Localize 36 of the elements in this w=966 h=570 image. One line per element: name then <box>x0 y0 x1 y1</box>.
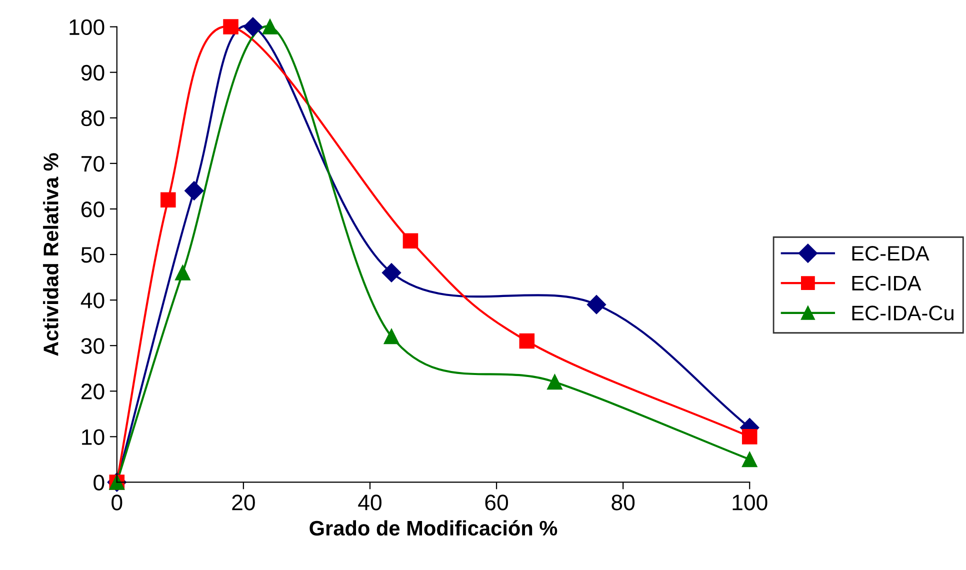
y-tick-label: 40 <box>80 292 104 308</box>
x-tick-label: 0 <box>112 494 122 510</box>
legend-label: EC-IDA <box>852 276 922 291</box>
x-tick-label: 100 <box>732 494 768 510</box>
point <box>382 263 402 282</box>
x-axis-title: Grado de Modificación % <box>310 520 558 536</box>
point <box>586 295 606 314</box>
y-tick-label: 80 <box>81 110 104 126</box>
x-tick-label: 20 <box>232 494 255 510</box>
y-tick-label: 50 <box>81 247 104 263</box>
x-tick-label: 60 <box>485 494 508 510</box>
y-tick-label: 70 <box>82 156 104 172</box>
point <box>160 192 176 208</box>
legend-label: EC-EDA <box>852 246 930 261</box>
y-tick-label: 10 <box>82 429 104 445</box>
point <box>742 429 758 444</box>
point <box>402 233 418 248</box>
point <box>175 265 190 280</box>
point <box>384 328 400 344</box>
y-tick-label: 90 <box>81 64 104 81</box>
point <box>742 452 758 468</box>
point <box>262 19 278 34</box>
y-tick-label: 60 <box>81 201 104 218</box>
y-tick-label: 30 <box>81 338 104 354</box>
point <box>243 17 262 36</box>
y-axis-title: Actividad Relativa % <box>43 153 58 356</box>
point <box>547 374 562 390</box>
point <box>184 181 204 200</box>
y-tick-label: 0 <box>94 474 104 490</box>
point <box>519 333 535 349</box>
y-tick-label: 20 <box>81 384 104 400</box>
x-tick-label: 40 <box>358 494 382 510</box>
point <box>223 19 238 34</box>
legend-label: EC-IDA-Cu <box>852 306 954 320</box>
x-tick-label: 80 <box>612 494 635 510</box>
y-tick-label: 100 <box>70 19 104 36</box>
